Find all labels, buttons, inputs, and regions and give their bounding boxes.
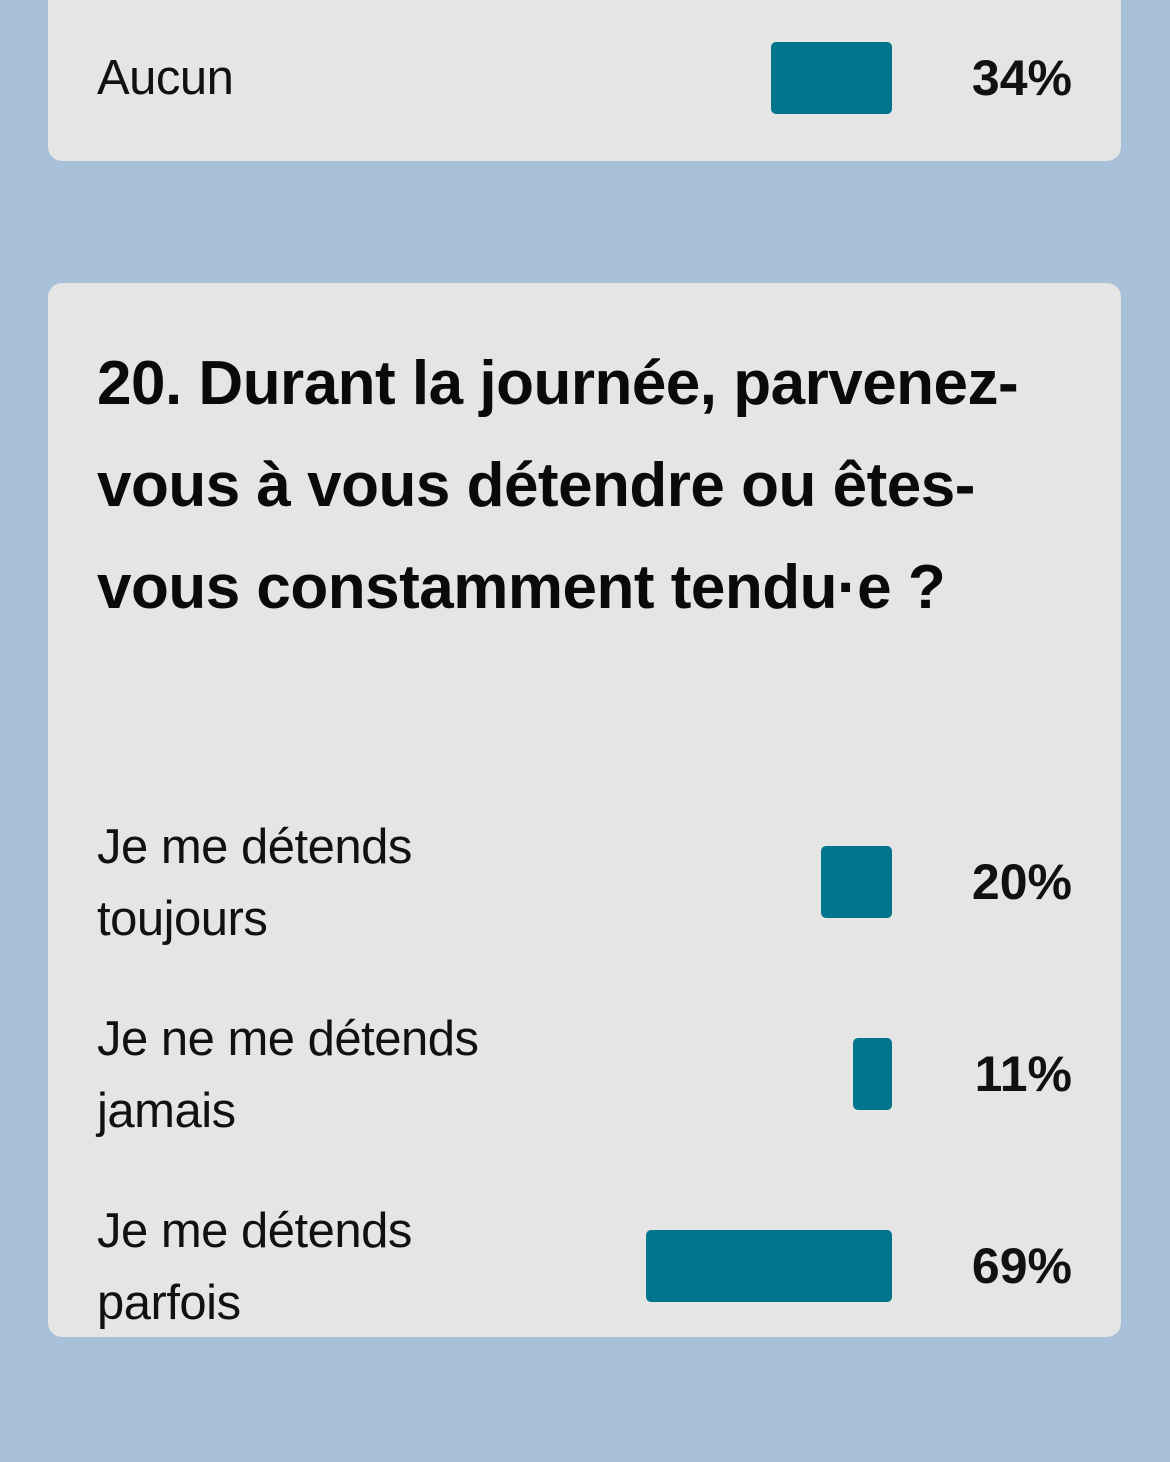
percent-value: 69% xyxy=(971,1238,1072,1294)
question-title: 20. Durant la journée, parvenez-vous à v… xyxy=(97,349,1019,622)
poll-option-row: Je ne me détends jamais 11% xyxy=(48,1003,1121,1147)
option-label: Aucun xyxy=(97,51,234,105)
option-label: Je me détends toujours xyxy=(97,820,412,946)
percent-value: 34% xyxy=(971,50,1072,106)
percent-value: 20% xyxy=(971,854,1072,910)
result-bar xyxy=(771,42,892,114)
result-bar xyxy=(646,1230,892,1302)
percent-value: 11% xyxy=(974,1046,1072,1102)
result-bar xyxy=(853,1038,892,1110)
result-bar xyxy=(821,846,892,918)
poll-option-row: Je me détends parfois 69% xyxy=(48,1195,1121,1337)
poll-option-row: Je me détends toujours 20% xyxy=(48,811,1121,955)
question-card: 20. Durant la journée, parvenez-vous à v… xyxy=(48,283,1121,1337)
option-label: Je me détends parfois xyxy=(97,1204,412,1330)
poll-option-row: Aucun 34% xyxy=(48,42,1121,114)
previous-question-card: Aucun 34% xyxy=(48,0,1121,161)
option-label: Je ne me détends jamais xyxy=(97,1012,479,1138)
